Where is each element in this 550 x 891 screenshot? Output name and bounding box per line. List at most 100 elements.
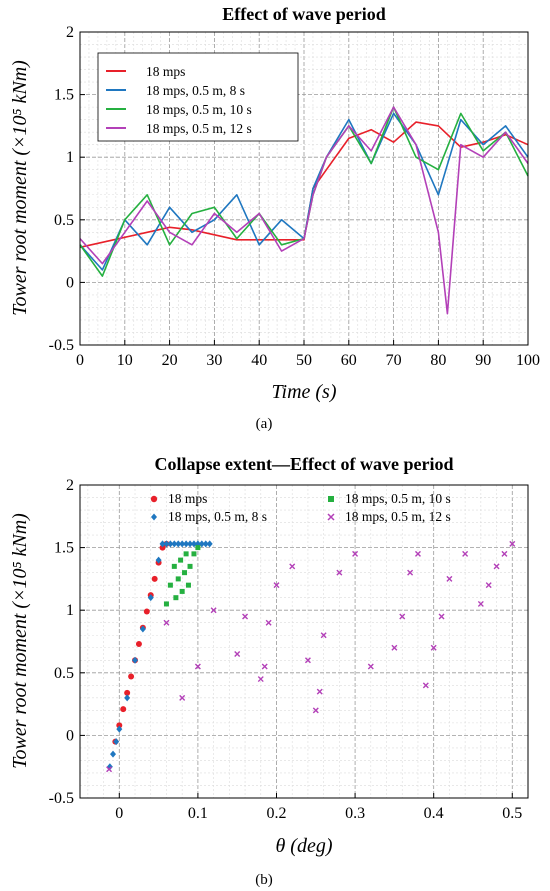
data-point xyxy=(289,563,296,570)
y-tick-label: 1.5 xyxy=(54,87,74,104)
data-point xyxy=(178,557,184,563)
data-point xyxy=(257,676,264,683)
data-point xyxy=(143,608,150,615)
data-point xyxy=(414,550,421,557)
x-tick-label: 0.4 xyxy=(424,805,444,822)
y-tick-label: -0.5 xyxy=(49,790,74,807)
series-2 xyxy=(163,545,201,607)
data-point xyxy=(312,707,319,714)
data-point xyxy=(159,540,166,548)
chart-a: Effect of wave period 0 10 20 30 40 50 60 70 80 9… xyxy=(9,4,540,432)
data-point xyxy=(151,575,158,582)
data-point xyxy=(422,682,429,689)
legend-swatch xyxy=(328,496,334,502)
data-point xyxy=(159,544,166,551)
chart-b-title: Collapse extent—Effect of wave period xyxy=(155,454,454,474)
x-tick-label: 60 xyxy=(341,352,357,369)
legend-label: 18 mps, 0.5 m, 10 s xyxy=(146,102,252,117)
data-point xyxy=(273,582,280,589)
y-tick-label: -0.5 xyxy=(49,337,74,354)
y-tick-label: 2 xyxy=(66,477,74,494)
panel-b-label: (b) xyxy=(255,872,273,888)
y-tick-label: 0 xyxy=(66,727,74,744)
series-3 xyxy=(79,106,529,315)
series-line xyxy=(79,106,529,315)
chart-b-ticks: 0 0.1 0.2 0.3 0.4 0.5 -0.5 0 0.5 1 1.5 2 xyxy=(49,477,523,822)
data-point xyxy=(187,563,193,569)
legend-label: 18 mps, 0.5 m, 8 s xyxy=(146,83,245,98)
y-tick-label: 2 xyxy=(66,24,74,41)
chart-b-xlabel: θ (deg) xyxy=(275,835,332,857)
series-3 xyxy=(106,540,516,773)
legend-swatch xyxy=(150,495,158,503)
data-point xyxy=(179,694,186,701)
data-point xyxy=(493,563,500,570)
y-tick-label: 1.5 xyxy=(54,540,74,557)
data-point xyxy=(179,588,185,594)
data-point xyxy=(179,540,186,548)
data-point xyxy=(206,540,213,548)
chart-a-series xyxy=(79,106,529,315)
legend-label: 18 mps, 0.5 m, 12 s xyxy=(146,121,252,136)
data-point xyxy=(139,625,146,633)
legend-label: 18 mps, 0.5 m, 12 s xyxy=(345,509,451,524)
legend-swatch xyxy=(151,513,157,521)
x-tick-label: 70 xyxy=(386,352,402,369)
x-tick-label: 0.3 xyxy=(345,805,365,822)
data-point xyxy=(110,750,117,758)
x-tick-label: 40 xyxy=(251,352,267,369)
x-tick-label: 0 xyxy=(115,805,123,822)
x-tick-label: 80 xyxy=(430,352,446,369)
chart-a-ticks: 0 10 20 30 40 50 60 70 80 90 100-0.500.511.52 xyxy=(49,24,540,369)
data-point xyxy=(120,706,127,713)
y-tick-label: 1 xyxy=(66,602,74,619)
data-point xyxy=(462,550,469,557)
x-tick-label: 20 xyxy=(162,352,178,369)
data-point xyxy=(183,540,190,548)
data-point xyxy=(163,540,170,548)
x-tick-label: 100 xyxy=(516,352,540,369)
data-point xyxy=(155,556,162,564)
x-tick-label: 0 xyxy=(76,352,84,369)
data-point xyxy=(210,607,217,614)
data-point xyxy=(106,766,113,773)
data-point xyxy=(173,595,179,601)
data-point xyxy=(367,663,374,670)
data-point xyxy=(430,644,437,651)
data-point xyxy=(116,722,123,729)
data-point xyxy=(265,619,272,626)
data-point xyxy=(167,540,174,548)
data-point xyxy=(509,540,516,547)
data-point xyxy=(261,663,268,670)
data-point xyxy=(191,551,197,557)
data-point xyxy=(399,613,406,620)
legend-swatch xyxy=(327,513,335,521)
x-tick-label: 50 xyxy=(296,352,312,369)
data-point xyxy=(320,632,327,639)
data-point xyxy=(477,600,484,607)
x-tick-label: 0.1 xyxy=(188,805,208,822)
x-tick-label: 30 xyxy=(206,352,222,369)
chart-b-frame xyxy=(79,484,529,799)
data-point xyxy=(163,601,169,607)
chart-a-title: Effect of wave period xyxy=(222,4,385,24)
legend-label: 18 mps, 0.5 m, 8 s xyxy=(168,509,267,524)
data-point xyxy=(163,619,170,626)
data-point xyxy=(352,550,359,557)
data-point xyxy=(128,673,135,680)
y-tick-label: 0.5 xyxy=(54,665,74,682)
data-point xyxy=(234,651,241,658)
data-point xyxy=(175,576,181,582)
chart-b-legend: 18 mps 18 mps, 0.5 m, 8 s 18 mps, 0.5 m, 1… xyxy=(150,491,451,524)
data-point xyxy=(336,569,343,576)
data-point xyxy=(187,540,194,548)
series-0 xyxy=(112,540,170,745)
x-tick-label: 0.2 xyxy=(266,805,286,822)
data-point xyxy=(183,551,189,557)
data-point xyxy=(113,738,120,746)
data-point xyxy=(407,569,414,576)
data-point xyxy=(167,582,173,588)
data-point xyxy=(175,540,182,548)
data-point xyxy=(182,570,188,576)
